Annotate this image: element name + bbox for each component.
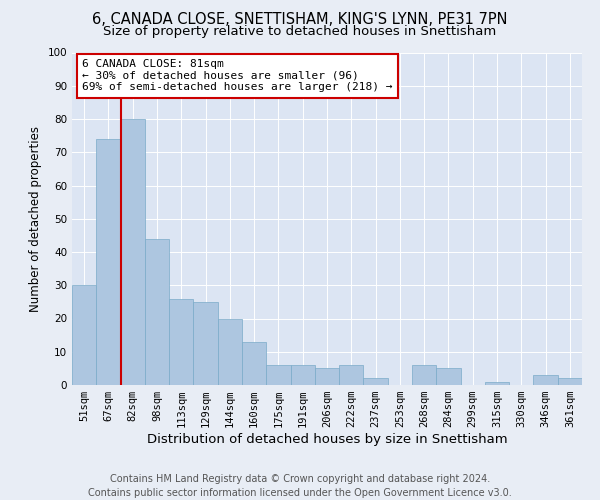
Text: Size of property relative to detached houses in Snettisham: Size of property relative to detached ho…	[103, 25, 497, 38]
Bar	[364, 378, 388, 385]
Bar	[533, 375, 558, 385]
X-axis label: Distribution of detached houses by size in Snettisham: Distribution of detached houses by size …	[146, 433, 508, 446]
Y-axis label: Number of detached properties: Number of detached properties	[29, 126, 42, 312]
Bar	[169, 298, 193, 385]
Bar	[315, 368, 339, 385]
Bar	[96, 139, 121, 385]
Bar	[412, 365, 436, 385]
Bar	[145, 238, 169, 385]
Bar	[242, 342, 266, 385]
Text: Contains HM Land Registry data © Crown copyright and database right 2024.
Contai: Contains HM Land Registry data © Crown c…	[88, 474, 512, 498]
Text: 6, CANADA CLOSE, SNETTISHAM, KING'S LYNN, PE31 7PN: 6, CANADA CLOSE, SNETTISHAM, KING'S LYNN…	[92, 12, 508, 28]
Bar	[193, 302, 218, 385]
Bar	[485, 382, 509, 385]
Bar	[339, 365, 364, 385]
Bar	[290, 365, 315, 385]
Bar	[218, 318, 242, 385]
Bar	[72, 285, 96, 385]
Bar	[266, 365, 290, 385]
Bar	[121, 119, 145, 385]
Bar	[558, 378, 582, 385]
Bar	[436, 368, 461, 385]
Text: 6 CANADA CLOSE: 81sqm
← 30% of detached houses are smaller (96)
69% of semi-deta: 6 CANADA CLOSE: 81sqm ← 30% of detached …	[82, 59, 392, 92]
